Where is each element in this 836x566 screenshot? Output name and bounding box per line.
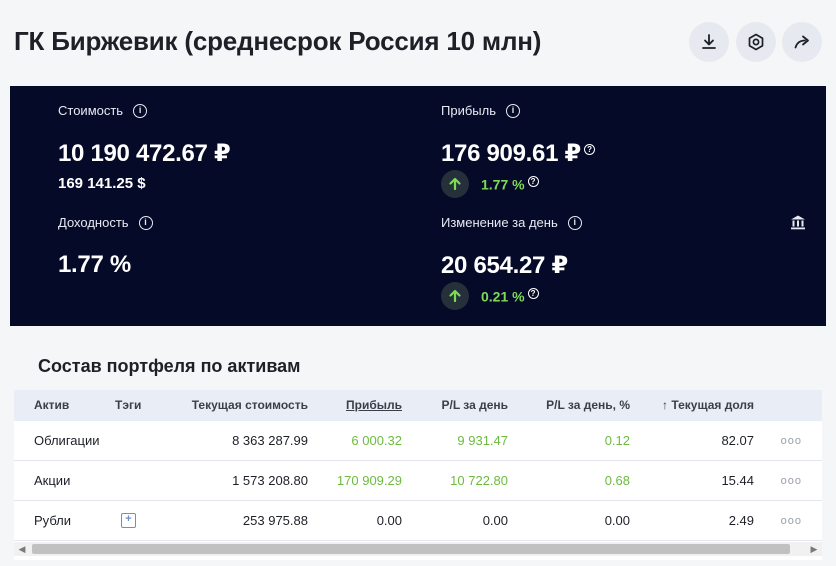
info-icon[interactable]: i <box>138 215 153 230</box>
assets-table: Актив Тэги Текущая стоимость Прибыль P/L… <box>14 390 822 560</box>
add-tag-icon[interactable]: + <box>121 513 136 528</box>
asset-name: Облигации <box>34 433 100 448</box>
row-menu-icon[interactable]: ooo <box>780 475 802 487</box>
pl-day: 0.00 <box>482 513 508 528</box>
scroll-left-icon[interactable]: ◀ <box>18 544 26 554</box>
yield-label: Доходность i <box>58 215 153 230</box>
help-icon[interactable]: ? <box>527 175 539 187</box>
profit-value-text: 176 909.61 ₽ <box>441 140 581 167</box>
settings-button[interactable] <box>736 22 776 62</box>
asset-name: Рубли <box>34 513 72 528</box>
settings-hexagon-icon <box>748 33 764 51</box>
arrow-up-icon <box>441 282 469 310</box>
day-change-change: 0.21 %? <box>441 282 539 310</box>
download-icon <box>702 34 716 49</box>
help-icon[interactable]: ? <box>527 287 539 299</box>
cost-usd-value: 169 141.25 $ <box>58 175 146 192</box>
sort-arrow-icon: ↑ <box>662 398 669 412</box>
profit: 6 000.32 <box>351 433 402 448</box>
horizontal-scrollbar[interactable]: ◀ ▶ <box>14 542 822 556</box>
row-menu-icon[interactable]: ooo <box>780 435 802 447</box>
cost-value: 10 190 472.67 ₽ <box>58 140 231 167</box>
share-button[interactable] <box>782 22 822 62</box>
cost-label-text: Стоимость <box>58 103 124 118</box>
profit: 170 909.29 <box>336 473 402 488</box>
arrow-up-icon <box>441 170 469 198</box>
profit: 0.00 <box>376 513 402 528</box>
share-icon <box>794 35 809 49</box>
pl-day: 10 722.80 <box>450 473 508 488</box>
column-header-current-share-text: Текущая доля <box>671 398 754 412</box>
day-change-label: Изменение за день i <box>441 215 582 230</box>
table-row[interactable]: Рубли + 253 975.88 0.00 0.00 0.00 2.49 o… <box>14 501 822 541</box>
scrollbar-thumb[interactable] <box>32 544 790 554</box>
column-header-current-share[interactable]: ↑ Текущая доля <box>636 390 754 421</box>
yield-label-text: Доходность <box>58 215 129 230</box>
table-header: Актив Тэги Текущая стоимость Прибыль P/L… <box>14 390 822 421</box>
info-icon[interactable]: i <box>133 103 148 118</box>
section-title: Состав портфеля по активам <box>38 356 301 376</box>
profit-change-value: 1.77 %? <box>481 175 539 193</box>
help-icon[interactable]: ? <box>583 144 595 155</box>
info-icon[interactable]: i <box>567 215 582 230</box>
day-change-value: 20 654.27 ₽ <box>441 252 568 279</box>
profit-label: Прибыль i <box>441 103 520 118</box>
download-button[interactable] <box>689 22 729 62</box>
table-row[interactable]: Облигации 8 363 287.99 6 000.32 9 931.47… <box>14 421 822 461</box>
current-value: 8 363 287.99 <box>232 433 308 448</box>
page-title: ГК Биржевик (среднесрок Россия 10 млн) <box>14 26 542 56</box>
day-change-pct-text: 0.21 % <box>481 288 525 305</box>
current-value: 1 573 208.80 <box>232 473 308 488</box>
day-change-pct-value: 0.21 %? <box>481 287 539 305</box>
pl-day: 9 931.47 <box>457 433 508 448</box>
asset-name: Акции <box>34 473 71 488</box>
column-header-pl-day-pct[interactable]: P/L за день, % <box>546 398 630 412</box>
profit-label-text: Прибыль <box>441 103 496 118</box>
current-share: 2.49 <box>728 513 754 528</box>
column-header-profit[interactable]: Прибыль <box>346 398 402 412</box>
yield-value: 1.77 % <box>58 251 131 278</box>
scroll-right-icon[interactable]: ▶ <box>810 544 818 554</box>
current-share: 82.07 <box>721 433 754 448</box>
profit-change-text: 1.77 % <box>481 176 525 193</box>
profit-change: 1.77 %? <box>441 170 539 198</box>
column-header-tags[interactable]: Тэги <box>115 398 142 412</box>
pl-day-pct: 0.68 <box>604 473 630 488</box>
pl-day-pct: 0.00 <box>604 513 630 528</box>
current-share: 15.44 <box>721 473 754 488</box>
cost-label: Стоимость i <box>58 103 148 118</box>
row-menu-icon[interactable]: ooo <box>780 515 802 527</box>
pl-day-pct: 0.12 <box>604 433 630 448</box>
bank-icon[interactable] <box>790 214 806 230</box>
info-icon[interactable]: i <box>505 103 520 118</box>
column-header-pl-day[interactable]: P/L за день <box>441 398 508 412</box>
column-header-asset[interactable]: Актив <box>34 398 70 412</box>
column-header-current-value[interactable]: Текущая стоимость <box>191 398 308 412</box>
current-value: 253 975.88 <box>242 513 308 528</box>
day-change-label-text: Изменение за день <box>441 215 558 230</box>
summary-panel: Стоимость i 10 190 472.67 ₽ 169 141.25 $… <box>10 86 826 326</box>
profit-value: 176 909.61 ₽? <box>441 139 595 168</box>
page-header: ГК Биржевик (среднесрок Россия 10 млн) <box>0 0 836 86</box>
table-row[interactable]: Акции 1 573 208.80 170 909.29 10 722.80 … <box>14 461 822 501</box>
